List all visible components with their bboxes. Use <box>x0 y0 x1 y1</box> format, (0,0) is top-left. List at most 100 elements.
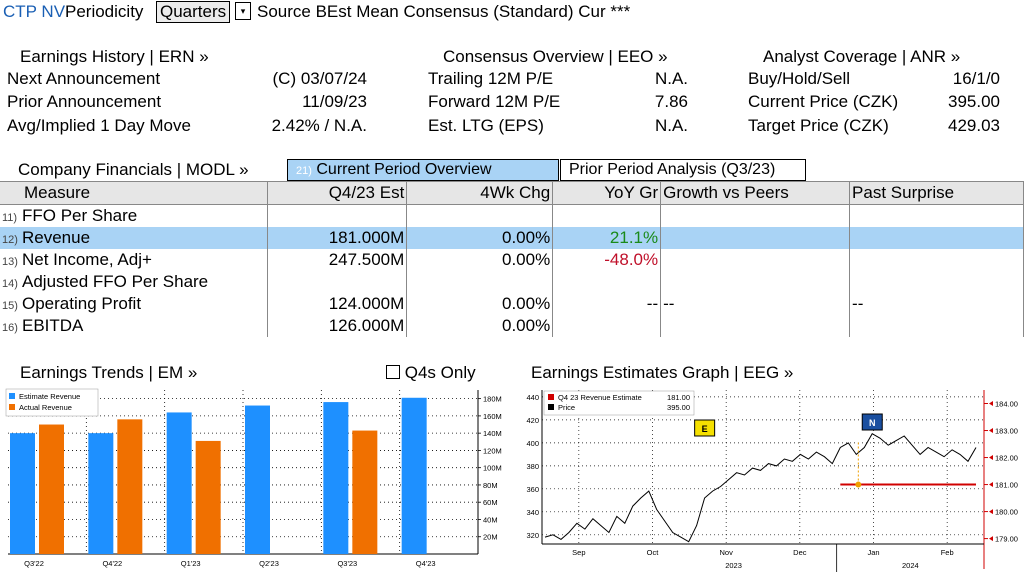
left-tick-label: 360 <box>526 485 539 494</box>
earnings-estimates-graph-link[interactable]: Earnings Estimates Graph | EEG » <box>531 363 794 382</box>
right-tick-arrow <box>989 509 993 515</box>
right-tick-label: 181.00 <box>995 481 1018 490</box>
x-tick-label: Q1'23 <box>181 559 201 568</box>
periodicity-value: Quarters <box>160 2 227 21</box>
left-tick-label: 400 <box>526 439 539 448</box>
chart-legend: Estimate Revenue Actual Revenue <box>5 388 99 417</box>
bar-actual <box>195 440 221 554</box>
x-tick-label: Nov <box>719 548 733 557</box>
left-tick-label: 420 <box>526 416 539 425</box>
y-tick-label: 180M <box>483 395 502 404</box>
ltg-value: N.A. <box>654 116 688 135</box>
ticker[interactable]: CTP NV <box>3 2 66 21</box>
consensus-overview-link[interactable]: Consensus Overview | EEO » <box>443 47 668 66</box>
marker-label: N <box>869 418 876 428</box>
q4s-only-label: Q4s Only <box>404 363 476 382</box>
table-row[interactable]: 16) EBITDA 126.000M 0.00% <box>0 315 1024 337</box>
x-tick-label: Dec <box>793 548 807 557</box>
prior-announcement-value: 11/09/23 <box>302 92 367 111</box>
measure-name: EBITDA <box>22 316 84 335</box>
current-price-label: Current Price (CZK) <box>748 92 899 111</box>
chart-legend: Q4 23 Revenue Estimate 181.00 Price 395.00 <box>543 390 695 416</box>
left-tick-label: 340 <box>526 508 539 517</box>
row-number: 13) <box>2 256 18 268</box>
bar-estimate <box>88 433 114 554</box>
buy-hold-sell-value: 16/1/0 <box>952 69 1000 88</box>
col-measure[interactable]: Measure <box>0 181 269 205</box>
trailing-pe-value: N.A. <box>654 69 688 88</box>
target-price-label: Target Price (CZK) <box>748 116 889 135</box>
row-number: 15) <box>2 300 18 312</box>
bar-estimate <box>323 402 349 554</box>
legend-swatch <box>548 394 554 400</box>
right-tick-arrow <box>989 536 993 542</box>
x-tick-label: Q4'23 <box>416 559 436 568</box>
checkbox-box[interactable] <box>386 365 400 379</box>
y-tick-label: 40M <box>483 515 498 524</box>
next-announcement-value: (C) 03/07/24 <box>272 69 368 88</box>
x-tick-label: Feb <box>941 548 954 557</box>
table-header-row: Measure Q4/23 Est 4Wk Chg YoY Gr Growth … <box>0 181 1024 205</box>
legend-box <box>5 388 99 417</box>
x-tick-label: Q3'23 <box>337 559 357 568</box>
col-4wk-chg[interactable]: 4Wk Chg <box>406 181 554 205</box>
legend-value: 395.00 <box>667 403 690 412</box>
marker-box <box>694 419 716 437</box>
col-growth-vs-peers[interactable]: Growth vs Peers <box>660 181 851 205</box>
table-row[interactable]: 13) Net Income, Adj+ 247.500M 0.00% -48.0% <box>0 249 1024 271</box>
x-tick-label: Q3'22 <box>24 559 44 568</box>
tab-prior-period[interactable]: Prior Period Analysis (Q3/23) <box>560 159 806 181</box>
right-tick-arrow <box>989 455 993 461</box>
col-est[interactable]: Q4/23 Est <box>267 181 408 205</box>
x-tick-label: Sep <box>572 548 585 557</box>
price-line <box>544 433 977 543</box>
earnings-history-link[interactable]: Earnings History | ERN » <box>20 47 209 66</box>
bar-estimate <box>245 405 270 554</box>
periodicity-select[interactable]: Quarters <box>156 1 231 23</box>
legend-swatch <box>9 393 15 399</box>
analyst-coverage-link[interactable]: Analyst Coverage | ANR » <box>763 47 961 66</box>
col-yoy-gr[interactable]: YoY Gr <box>552 181 662 205</box>
next-announcement-label: Next Announcement <box>7 69 161 88</box>
year-label: 2023 <box>725 561 742 570</box>
legend-label: Estimate Revenue <box>19 392 80 401</box>
marker-label: E <box>702 424 708 434</box>
legend-label: Actual Revenue <box>19 403 72 412</box>
periodicity-label: Periodicity <box>65 2 144 21</box>
table-row[interactable]: 12) Revenue 181.000M 0.00% 21.1% <box>0 227 1024 249</box>
row-number: 14) <box>2 278 18 290</box>
legend-swatch <box>9 404 15 410</box>
chevron-down-icon[interactable]: ▾ <box>235 2 251 20</box>
row-number: 11) <box>2 212 18 224</box>
right-tick-label: 183.00 <box>995 427 1018 436</box>
x-tick-label: Oct <box>647 548 660 557</box>
measure-name: Net Income, Adj+ <box>22 250 152 269</box>
measure-name: Operating Profit <box>22 294 142 313</box>
earnings-trends-link[interactable]: Earnings Trends | EM » <box>20 363 198 382</box>
bar-actual <box>117 419 143 554</box>
table-row[interactable]: 15) Operating Profit 124.000M 0.00% -- -- -- <box>0 293 1024 315</box>
tab-current-period[interactable]: 21) Current Period Overview (Q4/23) <box>287 159 559 199</box>
y-tick-label: 80M <box>483 481 498 490</box>
legend-label: Price <box>558 403 575 412</box>
bar-estimate <box>401 397 427 554</box>
y-tick-label: 120M <box>483 446 502 455</box>
right-tick-arrow <box>989 401 993 407</box>
table-row[interactable]: 11) FFO Per Share <box>0 204 1024 227</box>
news-marker-icon: N <box>861 413 883 431</box>
measure-name: Revenue <box>22 228 91 247</box>
company-financials-link[interactable]: Company Financials | MODL » <box>18 160 249 179</box>
left-tick-label: 320 <box>526 531 539 540</box>
target-price-value: 429.03 <box>948 116 1000 135</box>
measure-name: Adjusted FFO Per Share <box>22 272 209 291</box>
legend-swatch <box>548 404 554 410</box>
row-number: 16) <box>2 322 18 334</box>
measure-name: FFO Per Share <box>22 206 138 225</box>
bar-actual <box>39 424 64 554</box>
table-row[interactable]: 14) Adjusted FFO Per Share <box>0 271 1024 293</box>
year-label: 2024 <box>902 561 919 570</box>
legend-box <box>543 390 695 416</box>
col-past-surprise[interactable]: Past Surprise <box>849 181 1024 205</box>
q4s-only-checkbox[interactable]: Q4s Only <box>386 363 476 383</box>
right-tick-label: 179.00 <box>995 535 1018 544</box>
